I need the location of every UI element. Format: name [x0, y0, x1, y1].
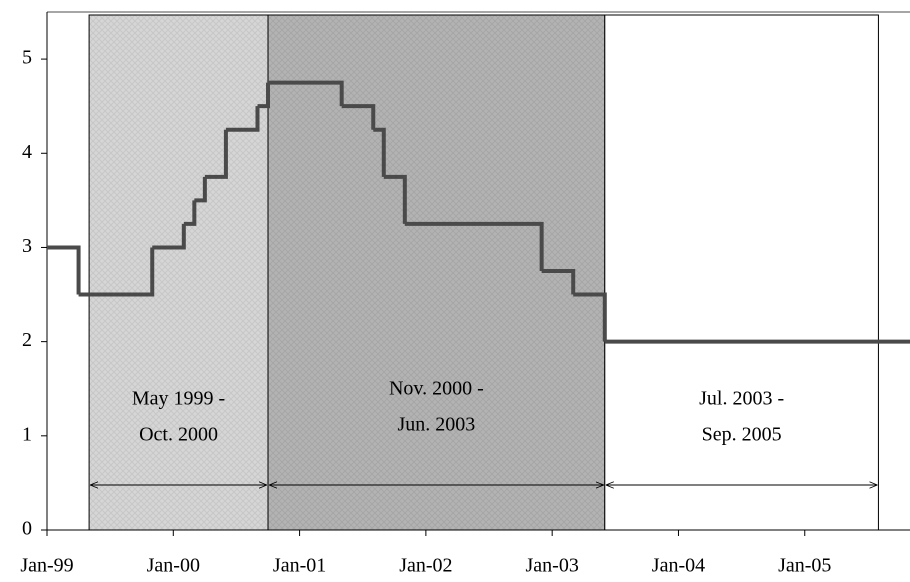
step-segment: [373, 127, 386, 177]
step-segment: [541, 269, 576, 295]
period-texture: [89, 15, 269, 530]
y-tick-label: 1: [22, 423, 32, 445]
step-segment: [152, 223, 186, 250]
y-tick-label: 5: [22, 47, 32, 69]
period-label: Nov. 2000 -: [389, 378, 484, 400]
y-tick-label: 2: [22, 329, 32, 351]
period-band: [604, 14, 879, 531]
step-segment: [341, 104, 376, 130]
step-segment: [78, 247, 155, 297]
step-segment: [257, 82, 271, 109]
period-label: Oct. 2000: [139, 424, 218, 446]
y-tick-label: 4: [22, 141, 32, 163]
step-segment: [204, 129, 228, 179]
x-tick-label: Jan-04: [652, 555, 705, 577]
y-tick-label: 0: [22, 518, 32, 540]
period-label: May 1999 -: [132, 388, 225, 410]
x-tick-label: Jan-99: [20, 555, 73, 577]
step-segment: [404, 221, 544, 271]
x-tick-label: Jan-05: [778, 555, 831, 577]
step-segment: [47, 245, 81, 295]
x-tick-label: Jan-01: [273, 555, 326, 577]
step-segment: [268, 80, 344, 107]
period-label: Jul. 2003 -: [699, 388, 784, 410]
step-segment: [183, 200, 197, 226]
step-segment: [573, 292, 607, 342]
step-segment: [194, 176, 207, 203]
x-tick-label: Jan-03: [526, 555, 579, 577]
period-label: Jun. 2003: [398, 414, 476, 436]
y-tick-label: 3: [22, 235, 32, 257]
x-tick-label: Jan-00: [147, 555, 200, 577]
x-tick-label: Jan-02: [399, 555, 452, 577]
step-segment: [225, 106, 260, 132]
period-label: Sep. 2005: [702, 424, 782, 446]
step-segment: [383, 174, 407, 224]
